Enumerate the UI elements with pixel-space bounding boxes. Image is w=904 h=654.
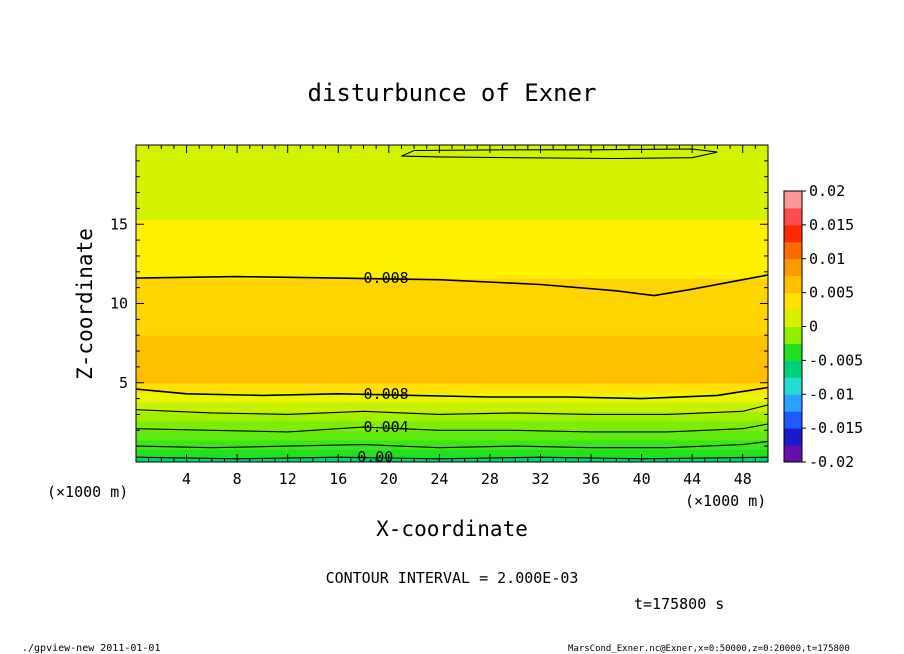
colorbar-segment <box>784 309 802 327</box>
colorbar-segment <box>784 394 802 412</box>
field-band <box>136 392 768 403</box>
x-tick-label: 8 <box>233 470 242 488</box>
footer-right: MarsCond_Exner.nc@Exner,x=0:50000,z=0:20… <box>568 644 850 654</box>
y-tick-label: 5 <box>119 374 128 392</box>
colorbar-segment <box>784 224 802 243</box>
colorbar-segment <box>784 191 802 209</box>
colorbar-tick-label: -0.02 <box>809 453 854 471</box>
colorbar-segment <box>784 445 802 463</box>
x-tick-label: 16 <box>329 470 347 488</box>
field-band <box>136 335 768 384</box>
colorbar-tick-label: 0.015 <box>809 216 854 234</box>
contour-line <box>136 404 768 415</box>
field-band <box>136 411 768 422</box>
contour-label: 0.008 <box>364 269 409 287</box>
plot-area: 0.008 0.008 0.004 0.00 <box>135 144 769 466</box>
colorbar-tick-label: 0.02 <box>809 182 845 200</box>
x-tick-label: 36 <box>582 470 600 488</box>
y-axis: 5 10 15 <box>110 160 768 447</box>
colorbar-segment <box>784 326 802 344</box>
x-tick-label: 12 <box>279 470 297 488</box>
field-band <box>136 430 768 441</box>
x-tick-label: 40 <box>633 470 651 488</box>
colorbar-tick-label: 0 <box>809 318 818 336</box>
contour-line <box>136 386 768 400</box>
colorbar-tick-label: -0.01 <box>809 385 854 403</box>
contour-label: 0.00 <box>357 448 393 466</box>
y-tick-label: 15 <box>110 215 128 233</box>
colorbar-segment <box>784 360 802 378</box>
colorbar-segment <box>784 428 802 446</box>
field-band <box>136 145 768 221</box>
field-band <box>136 449 768 458</box>
contour-interval-label: CONTOUR INTERVAL = 2.000E-03 <box>326 569 579 587</box>
field-band <box>136 219 768 279</box>
x-tick-label: 24 <box>430 470 448 488</box>
x-tick-label: 48 <box>734 470 752 488</box>
colorbar-segment <box>784 292 802 311</box>
field-band <box>136 278 768 336</box>
contour-label: 0.008 <box>364 385 409 403</box>
contour-line <box>136 423 768 433</box>
colorbar-segment <box>784 411 802 429</box>
colorbar-tick-label: -0.015 <box>809 419 863 437</box>
colorbar-segment <box>784 343 802 361</box>
colorbar: 0.02 0.015 0.01 0.005 0 -0.005 -0.01 -0.015 -0.0… <box>783 182 863 471</box>
x-axis-label: X-coordinate <box>376 517 528 541</box>
x-tick-label: 32 <box>531 470 549 488</box>
field-band <box>136 401 768 412</box>
colorbar-segment <box>784 275 802 294</box>
colorbar-segment <box>784 258 802 277</box>
field-band <box>136 382 768 393</box>
time-label: t=175800 s <box>634 595 724 613</box>
x-tick-label: 44 <box>683 470 701 488</box>
colorbar-tick-label: 0.01 <box>809 250 845 268</box>
x-tick-label: 4 <box>182 470 191 488</box>
colorbar-tick-label: -0.005 <box>809 351 863 369</box>
x-axis: 4 8 12 16 20 24 28 32 36 40 44 48 <box>148 145 756 488</box>
colorbar-segment <box>784 207 802 226</box>
contour-label: 0.004 <box>364 418 409 436</box>
contour-line <box>136 274 768 297</box>
colorbar-tick-label: 0.005 <box>809 284 854 302</box>
footer-left: ./gpview-new 2011-01-01 <box>22 643 160 654</box>
x-unit-label-right: (×1000 m) <box>685 492 766 510</box>
y-axis-label: Z-coordinate <box>73 228 97 380</box>
x-tick-label: 20 <box>380 470 398 488</box>
colorbar-segment <box>784 377 802 395</box>
chart-title: disturbunce of Exner <box>308 79 597 107</box>
field-band <box>136 439 768 450</box>
contour-line <box>136 440 768 449</box>
x-unit-label-left: (×1000 m) <box>47 483 128 501</box>
field-band <box>136 420 768 431</box>
colorbar-segment <box>784 241 802 260</box>
y-tick-label: 10 <box>110 295 128 313</box>
contour-line <box>401 148 718 160</box>
x-tick-label: 28 <box>481 470 499 488</box>
